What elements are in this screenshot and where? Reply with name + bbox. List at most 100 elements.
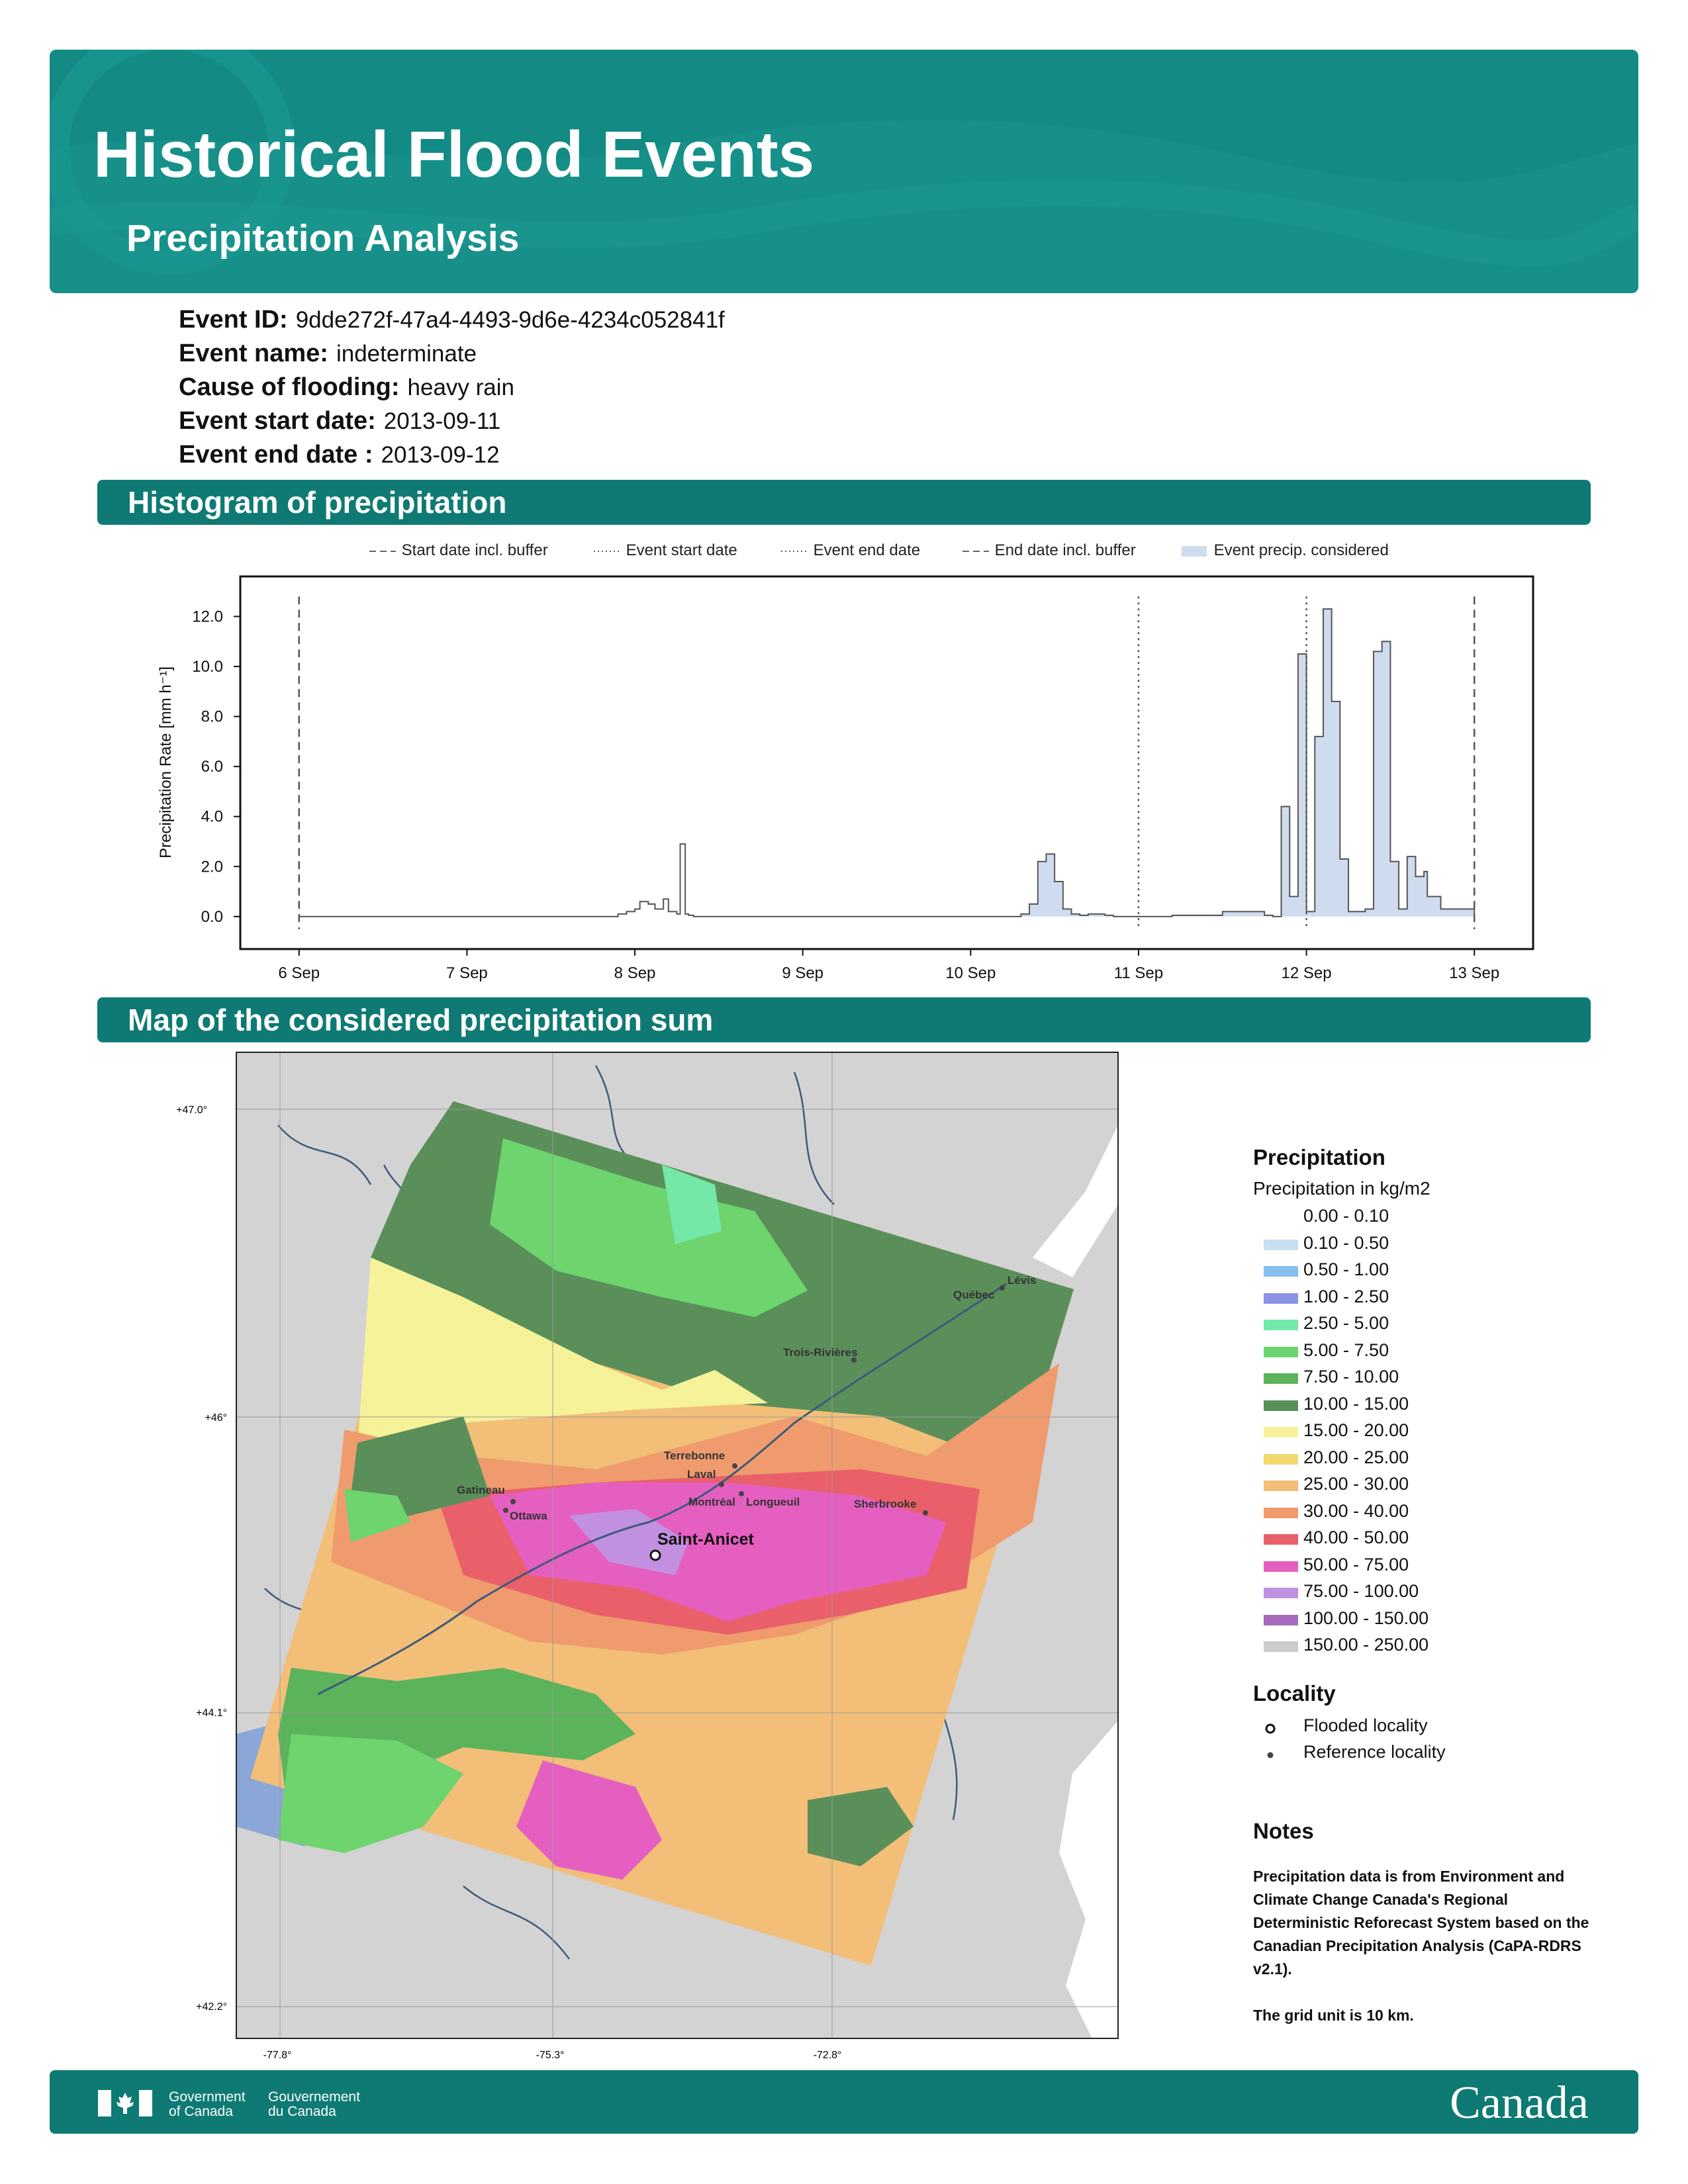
flood-wave-decoration <box>50 50 1638 293</box>
legend-event-end-label: Event end date <box>813 541 921 559</box>
x-tick-label: 9 Sep <box>782 964 823 982</box>
notes-title: Notes <box>1253 1819 1314 1843</box>
lon-label: -75.3° <box>536 2050 565 2061</box>
precip-legend-label: 50.00 - 75.00 <box>1303 1554 1409 1574</box>
legend-considered: Event precip. considered <box>1180 541 1389 560</box>
legend-event-end: Event end date <box>780 541 920 560</box>
event-cause-label: Cause of flooding: <box>179 373 400 401</box>
notes-body: Precipitation data is from Environment a… <box>1253 1865 1597 2027</box>
legend-end-buffer-label: End date incl. buffer <box>994 541 1136 559</box>
reference-locality-legend-label: Reference locality <box>1303 1742 1446 1762</box>
lat-label: +44.1° <box>196 1707 227 1719</box>
precip-legend-swatch <box>1264 1614 1298 1625</box>
event-id-row: Event ID: 9dde272f-47a4-4493-9d6e-4234c05… <box>179 306 725 334</box>
map-frame <box>236 1052 1119 2039</box>
precip-legend-classes: 0.00 - 0.10 0.10 - 0.50 0.50 - 1.00 1.00 - … <box>1253 1206 1531 1669</box>
city-labels: Québec Lévis Trois-Rivières Terrebonne L… <box>457 1274 1036 1522</box>
precip-legend-label: 100.00 - 150.00 <box>1303 1608 1429 1628</box>
locality-legend: Locality <box>1253 1681 1336 1706</box>
y-tick-label: 0.0 <box>201 908 223 926</box>
y-axis-label: Precipitation Rate [mm h⁻¹] <box>157 666 175 858</box>
city-label: Lévis <box>1008 1274 1036 1287</box>
lat-label: +42.2° <box>196 2001 227 2013</box>
y-tick-label: 10.0 <box>192 658 223 676</box>
x-tick-label: 12 Sep <box>1282 964 1332 982</box>
map-section-header: Map of the considered precipitation sum <box>97 997 1591 1042</box>
event-name-value: indeterminate <box>336 341 477 367</box>
x-tick-label: 7 Sep <box>446 964 488 982</box>
locality-legend-title: Locality <box>1253 1681 1336 1706</box>
notes-text-source: Precipitation data is from Environment a… <box>1253 1868 1589 1978</box>
event-cause-row: Cause of flooding: heavy rain <box>179 373 514 402</box>
precip-legend-swatch <box>1264 1239 1298 1250</box>
precipitation-map: +47.0° +46° +44.1° +42.2° -77.8° -75.3° … <box>176 1052 1119 2061</box>
precip-legend-swatch <box>1264 1373 1298 1384</box>
y-tick-label: 6.0 <box>201 758 223 776</box>
city-label: Terrebonne <box>664 1449 725 1462</box>
gov-en-line2: of Canada <box>169 2104 233 2119</box>
precip-legend-label: 7.50 - 10.00 <box>1303 1367 1399 1387</box>
event-start-row: Event start date: 2013-09-11 <box>179 407 500 435</box>
precip-legend-swatch <box>1264 1266 1298 1277</box>
precip-legend-label: 25.00 - 30.00 <box>1303 1474 1409 1494</box>
event-id-label: Event ID: <box>179 306 288 334</box>
event-id-value: 9dde272f-47a4-4493-9d6e-4234c052841f <box>295 307 725 333</box>
legend-event-start: Event start date <box>592 541 737 560</box>
st-lawrence-estuary <box>1033 1125 1118 1277</box>
precip-legend-label: 0.10 - 0.50 <box>1303 1232 1389 1253</box>
precip-legend: Precipitation <box>1253 1145 1385 1170</box>
city-label: Ottawa <box>510 1510 547 1522</box>
footer: Government of Canada Gouvernement du Can… <box>50 2070 1638 2134</box>
precip-legend-label: 0.00 - 0.10 <box>1303 1206 1389 1226</box>
city-label: Montréal <box>688 1496 735 1508</box>
notes-text-grid: The grid unit is 10 km. <box>1253 2007 1414 2024</box>
precip-legend-swatch <box>1264 1588 1298 1598</box>
atlantic-ocean <box>1059 1721 1118 2038</box>
precip-legend-swatch <box>1264 1534 1298 1545</box>
locality-legend-items: Flooded locality Reference locality <box>1253 1715 1531 1768</box>
city-label: Sherbrooke <box>854 1498 916 1510</box>
precip-legend-swatch <box>1264 1293 1298 1304</box>
lon-label: -72.8° <box>814 2050 842 2061</box>
canada-wordmark: Canada <box>1450 2077 1589 2128</box>
y-tick-label: 2.0 <box>201 858 223 876</box>
precip-legend-swatch <box>1264 1561 1298 1572</box>
y-tick-label: 12.0 <box>192 608 223 625</box>
st-lawrence-river <box>317 1283 1007 1696</box>
event-end-label: Event end date : <box>179 441 373 469</box>
legend-start-buffer: Start date incl. buffer <box>368 541 548 560</box>
gov-fr-line1: Gouvernement <box>268 2089 360 2105</box>
precip-legend-swatch <box>1264 1346 1298 1357</box>
gov-en-line1: Government <box>169 2089 246 2105</box>
x-tick-label: 6 Sep <box>278 964 320 982</box>
lat-label: +47.0° <box>176 1105 207 1116</box>
precipitation-histogram: Precipitation Rate [mm h⁻¹] 0.0 2.0 4.0 6.0… <box>157 575 1534 982</box>
event-start-label: Event start date: <box>179 407 376 435</box>
precip-legend-label: 150.00 - 250.00 <box>1303 1635 1429 1655</box>
y-tick-label: 4.0 <box>201 808 223 826</box>
event-end-value: 2013-09-12 <box>381 442 500 468</box>
precip-legend-swatch <box>1264 1427 1298 1437</box>
precip-legend-label: 1.00 - 2.50 <box>1303 1286 1389 1306</box>
city-label: Longueuil <box>746 1496 800 1508</box>
legend-considered-label: Event precip. considered <box>1213 541 1389 559</box>
event-start-value: 2013-09-11 <box>383 408 501 434</box>
page-subtitle: Precipitation Analysis <box>126 217 520 259</box>
city-label: Trois-Rivières <box>783 1346 857 1359</box>
flooded-locality-marker <box>649 1549 661 1561</box>
city-label: Laval <box>687 1468 716 1480</box>
precip-legend-label: 40.00 - 50.00 <box>1303 1527 1409 1547</box>
precip-legend-label: 2.50 - 5.00 <box>1303 1313 1389 1333</box>
event-name-label: Event name: <box>179 340 328 367</box>
precip-legend-label: 5.00 - 7.50 <box>1303 1340 1389 1360</box>
precip-legend-subtitle: Precipitation in kg/m2 <box>1253 1178 1430 1199</box>
histogram-section-header: Histogram of precipitation <box>97 480 1591 525</box>
precip-legend-label: 0.50 - 1.00 <box>1303 1259 1389 1279</box>
city-label: Québec <box>953 1289 994 1301</box>
legend-start-buffer-label: Start date incl. buffer <box>401 541 548 559</box>
canada-flag-icon <box>98 2090 152 2116</box>
gov-en: Government of Canada <box>169 2090 246 2119</box>
flooded-locality-legend-label: Flooded locality <box>1303 1715 1428 1735</box>
precip-legend-swatch <box>1264 1212 1298 1223</box>
precip-legend-title: Precipitation <box>1253 1145 1385 1169</box>
